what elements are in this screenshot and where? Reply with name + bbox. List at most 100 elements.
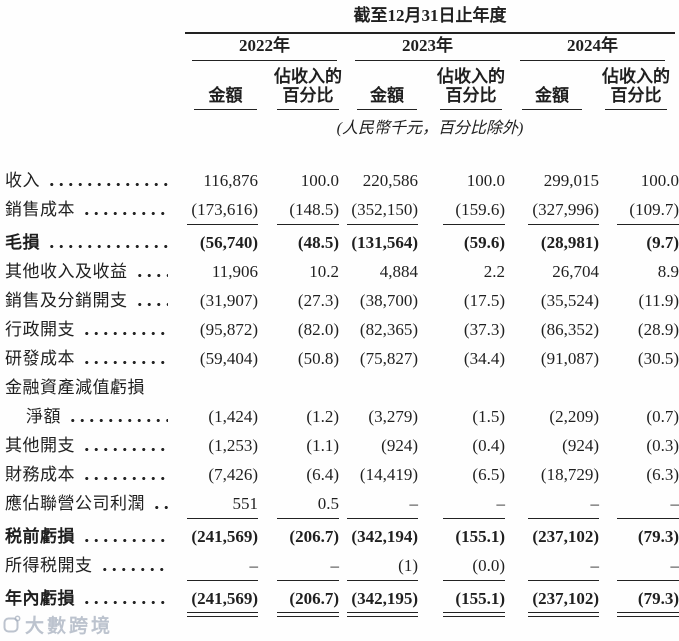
table-row-other-income: 其他收入及收益 11,906 10.2 4,884 2.2 26,704 8.9 [0, 257, 679, 286]
pct-cell: (59.6) [463, 233, 505, 252]
pct-cell: 10.2 [309, 262, 339, 281]
amount-cell: (241,569) [174, 589, 258, 617]
amount-cell: (342,195) [339, 589, 418, 617]
header-rule [277, 109, 339, 110]
label-column-spacer [0, 36, 174, 61]
amount-cell: (924) [381, 436, 418, 455]
table-row-impairment-net: 淨額 (1,424) (1.2) (3,279) (1.5) (2,209) (… [0, 402, 679, 431]
pct-header-line1: 佔收入的 [274, 67, 342, 86]
table-row-loss-before-tax: 税前虧損 (241,569) (206.7) (342,194) (155.1)… [0, 522, 679, 551]
amount-cell: (38,700) [359, 291, 418, 310]
pct-cell: (0.4) [472, 436, 505, 455]
pct-cell: (6.4) [306, 465, 339, 484]
table-row-income-tax: 所得税開支 – – (1) (0.0) – – [0, 551, 679, 581]
year-group-2024: 2024年 [503, 36, 677, 61]
pct-header-line2: 百分比 [282, 86, 334, 105]
dot-leader [82, 360, 168, 365]
row-label: 其他開支 [0, 431, 174, 456]
amount-cell: 26,704 [552, 262, 599, 281]
table-row-impairment-label: 金融資產減值虧損 [0, 373, 679, 402]
table-row-share-of-associates: 應佔聯營公司利潤 551 0.5 – – – – [0, 489, 679, 519]
pct-cell: 0.5 [258, 494, 339, 519]
table-row-finance-costs: 財務成本 (7,426) (6.4) (14,419) (6.5) (18,72… [0, 460, 679, 489]
pct-cell: (1.5) [472, 407, 505, 426]
pct-cell: (82.0) [297, 320, 339, 339]
pct-cell: 100.0 [300, 171, 339, 190]
dot-leader [82, 538, 168, 543]
pct-cell: (148.5) [258, 200, 339, 225]
amount-cell: (327,996) [505, 200, 599, 225]
pct-header-line2: 百分比 [610, 86, 662, 105]
year-header-row: 2022年 2023年 2024年 [0, 36, 679, 61]
watermark: 大數跨境 [3, 611, 113, 638]
watermark-logo-icon [3, 615, 22, 634]
pct-cell: (50.8) [297, 349, 339, 368]
pct-cell: 100.0 [466, 171, 505, 190]
pct-cell: (1.1) [306, 436, 339, 455]
row-label: 應佔聯營公司利潤 [0, 489, 174, 514]
row-label: 年內虧損 [0, 584, 174, 609]
pct-cell: (11.9) [638, 291, 679, 310]
amount-cell: 551 [174, 494, 258, 519]
table-row-gross-loss: 毛損 (56,740) (48.5) (131,564) (59.6) (28,… [0, 228, 679, 257]
amount-cell: (241,569) [191, 527, 258, 546]
dot-leader [47, 182, 168, 187]
pct-cell: (206.7) [258, 589, 339, 617]
amount-cell: (56,740) [199, 233, 258, 252]
pct-header-line2: 百分比 [445, 86, 497, 105]
pct-cell: (37.3) [463, 320, 505, 339]
pct-cell: (17.5) [463, 291, 505, 310]
table-row-other-expenses: 其他開支 (1,253) (1.1) (924) (0.4) (924) (0.… [0, 431, 679, 460]
amount-header-label: 金額 [535, 86, 569, 105]
amount-cell: (14,419) [359, 465, 418, 484]
dot-leader [134, 273, 168, 278]
header-rule [605, 109, 667, 110]
table-row-admin-expenses: 行政開支 (95,872) (82.0) (82,365) (37.3) (86… [0, 315, 679, 344]
pct-cell: 100.0 [640, 171, 679, 190]
row-label: 研發成本 [0, 344, 174, 369]
amount-cell: (7,426) [208, 465, 258, 484]
row-label: 税前虧損 [0, 522, 174, 547]
dot-leader [82, 331, 168, 336]
pct-cell: (0.3) [646, 436, 679, 455]
pct-header-2024: 佔收入的 百分比 [599, 67, 679, 110]
pct-cell: – [418, 494, 505, 519]
year-label: 2023年 [355, 36, 500, 61]
pct-cell: (28.9) [637, 320, 679, 339]
dot-leader [82, 447, 168, 452]
amount-cell: 220,586 [362, 171, 418, 190]
year-group-2023: 2023年 [337, 36, 503, 61]
amount-cell: 11,906 [211, 262, 258, 281]
table-row-loss-for-year: 年內虧損 (241,569) (206.7) (342,195) (155.1)… [0, 584, 679, 617]
row-label: 金融資產減值虧損 [5, 378, 145, 397]
table-row-selling-expenses: 銷售及分銷開支 (31,907) (27.3) (38,700) (17.5) … [0, 286, 679, 315]
amount-cell: 299,015 [543, 171, 599, 190]
dot-leader [82, 476, 168, 481]
pct-cell: 2.2 [483, 262, 505, 281]
pct-cell: (159.6) [418, 200, 505, 225]
dot-leader [68, 418, 168, 423]
header-rule [440, 109, 502, 110]
pct-cell: 8.9 [657, 262, 679, 281]
amount-cell: (2,209) [549, 407, 599, 426]
table-body: 收入 116,876 100.0 220,586 100.0 299,015 1… [0, 166, 679, 617]
row-label: 銷售及分銷開支 [0, 286, 174, 311]
header-rule [522, 109, 582, 110]
amount-cell: – [505, 556, 599, 581]
pct-cell: – [599, 556, 679, 581]
pct-cell: (155.1) [418, 589, 505, 617]
amount-header-2022: 金額 [174, 86, 258, 110]
pct-cell: (1.2) [306, 407, 339, 426]
pct-cell: (48.5) [297, 233, 339, 252]
pct-cell: (79.3) [599, 589, 679, 617]
row-label: 淨額 [0, 402, 174, 427]
pct-header-line1: 佔收入的 [437, 67, 505, 86]
year-label: 2024年 [520, 36, 665, 61]
pct-cell: (27.3) [297, 291, 339, 310]
header-rule [357, 109, 417, 110]
amount-cell: 116,876 [203, 171, 258, 190]
year-label: 2022年 [192, 36, 337, 61]
amount-cell: (59,404) [199, 349, 258, 368]
pct-cell: (6.3) [646, 465, 679, 484]
